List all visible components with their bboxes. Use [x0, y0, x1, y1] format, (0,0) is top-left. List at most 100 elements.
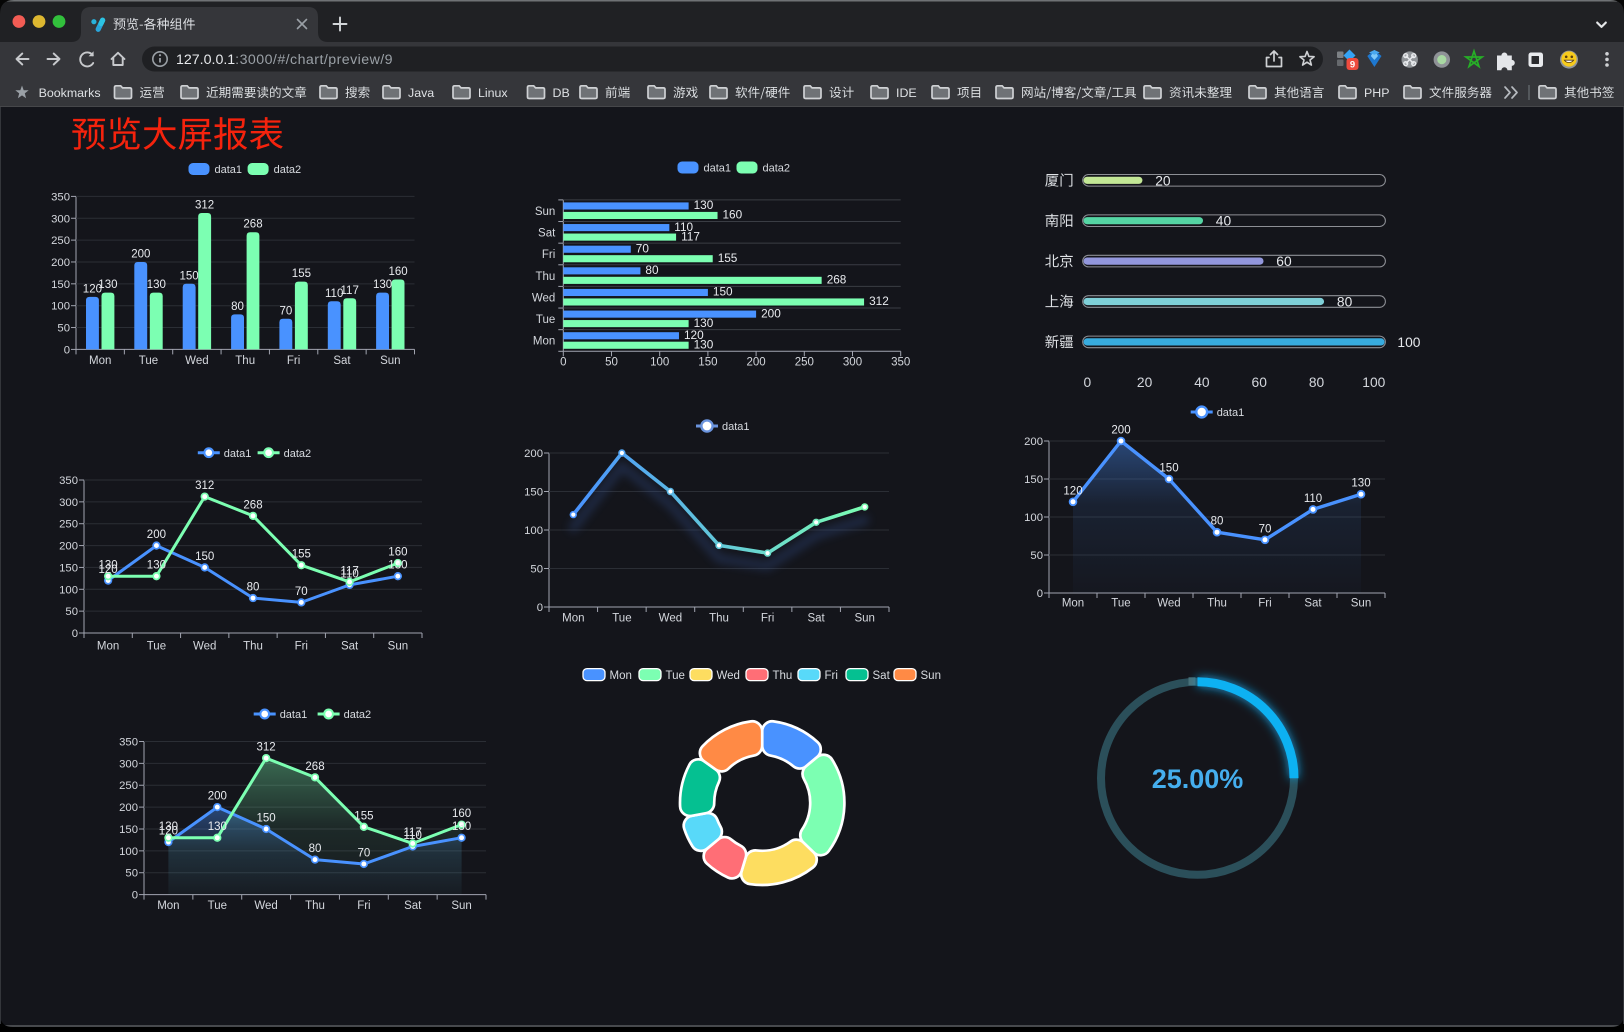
svg-text:Fri: Fri	[761, 613, 774, 625]
svg-text:25.00%: 25.00%	[1152, 764, 1244, 794]
svg-text:0: 0	[72, 628, 78, 640]
svg-text:20: 20	[1137, 375, 1153, 390]
svg-text:150: 150	[1159, 463, 1178, 475]
svg-text:Wed: Wed	[193, 641, 216, 653]
svg-text:100: 100	[1362, 375, 1385, 390]
svg-text:350: 350	[59, 475, 78, 487]
svg-text:130: 130	[694, 316, 714, 330]
svg-text:80: 80	[231, 301, 244, 313]
svg-text:130: 130	[388, 560, 407, 572]
svg-text:120: 120	[159, 826, 178, 838]
svg-text:Mon: Mon	[533, 336, 555, 348]
svg-text:300: 300	[843, 357, 862, 369]
svg-text:Mon: Mon	[157, 900, 179, 912]
svg-text:100: 100	[59, 584, 78, 596]
svg-text:Sun: Sun	[451, 900, 471, 912]
svg-text:Tue: Tue	[147, 641, 166, 653]
svg-text:50: 50	[65, 606, 78, 618]
svg-text:70: 70	[358, 848, 371, 860]
svg-text:Fri: Fri	[295, 641, 308, 653]
svg-text:150: 150	[51, 279, 70, 291]
svg-text:40: 40	[1194, 375, 1210, 390]
svg-text:130: 130	[147, 560, 166, 572]
svg-text:70: 70	[295, 586, 308, 598]
svg-text:Sat: Sat	[807, 613, 825, 625]
svg-text:117: 117	[681, 229, 700, 243]
svg-text:100: 100	[119, 846, 138, 858]
svg-text:Wed: Wed	[717, 670, 740, 682]
svg-text:200: 200	[524, 448, 543, 460]
svg-text:110: 110	[1304, 493, 1322, 505]
svg-text:200: 200	[761, 306, 781, 320]
svg-text:Sat: Sat	[538, 228, 556, 240]
svg-text:0: 0	[560, 357, 566, 369]
svg-text:50: 50	[57, 323, 70, 335]
svg-text:Sun: Sun	[388, 641, 408, 653]
svg-text:200: 200	[1111, 425, 1130, 437]
svg-text:200: 200	[119, 802, 138, 814]
svg-text:150: 150	[119, 824, 138, 836]
svg-text:60: 60	[1252, 375, 1268, 390]
svg-text:130: 130	[373, 279, 392, 291]
svg-text:100: 100	[650, 357, 669, 369]
svg-text:Thu: Thu	[305, 900, 325, 912]
svg-text:Fri: Fri	[1258, 598, 1271, 610]
svg-text:155: 155	[354, 810, 373, 822]
svg-text:50: 50	[125, 868, 138, 880]
svg-text:Tue: Tue	[139, 355, 158, 367]
svg-text:Sun: Sun	[535, 206, 555, 218]
svg-text:130: 130	[1351, 478, 1370, 490]
svg-text:120: 120	[83, 283, 102, 295]
svg-text:Tue: Tue	[666, 670, 685, 682]
svg-text:80: 80	[247, 582, 260, 594]
svg-text:200: 200	[147, 529, 166, 541]
svg-text:80: 80	[309, 843, 322, 855]
svg-text:150: 150	[1024, 474, 1043, 486]
svg-text:300: 300	[51, 213, 70, 225]
svg-text:250: 250	[119, 780, 138, 792]
svg-text:130: 130	[452, 821, 471, 833]
svg-text:130: 130	[147, 279, 166, 291]
svg-text:Thu: Thu	[235, 355, 255, 367]
svg-text:Tue: Tue	[536, 314, 555, 326]
svg-text:Bookmarks: Bookmarks	[39, 86, 101, 100]
svg-text:117: 117	[341, 285, 359, 297]
svg-text:Mon: Mon	[1062, 598, 1084, 610]
svg-text:312: 312	[869, 294, 889, 308]
svg-text:117: 117	[404, 827, 422, 839]
svg-text:130: 130	[98, 279, 117, 291]
svg-text:Sat: Sat	[341, 641, 359, 653]
svg-text:80: 80	[1309, 375, 1325, 390]
svg-text:250: 250	[51, 235, 70, 247]
svg-text:Thu: Thu	[773, 670, 793, 682]
svg-text:250: 250	[59, 519, 78, 531]
svg-text:Linux: Linux	[478, 86, 508, 100]
svg-text:Sun: Sun	[380, 355, 400, 367]
svg-text:80: 80	[645, 263, 659, 277]
svg-text:Wed: Wed	[185, 355, 208, 367]
svg-text:150: 150	[257, 813, 276, 825]
svg-text:Tue: Tue	[612, 613, 631, 625]
svg-text:110: 110	[325, 288, 343, 300]
svg-text:Thu: Thu	[535, 271, 555, 283]
svg-text:Sun: Sun	[1351, 598, 1371, 610]
svg-text:130: 130	[208, 821, 227, 833]
svg-text:Fri: Fri	[825, 670, 838, 682]
svg-text:268: 268	[305, 761, 324, 773]
svg-text:268: 268	[243, 499, 262, 511]
svg-text:50: 50	[530, 564, 543, 576]
svg-text:200: 200	[51, 257, 70, 269]
svg-text:Sat: Sat	[873, 670, 891, 682]
svg-text:Sat: Sat	[1304, 598, 1322, 610]
svg-text:PHP: PHP	[1364, 86, 1389, 100]
svg-text:70: 70	[280, 305, 293, 317]
svg-text:110: 110	[674, 220, 693, 234]
svg-text:80: 80	[1337, 295, 1353, 310]
svg-text:120: 120	[684, 328, 704, 342]
svg-text:Fri: Fri	[542, 249, 555, 261]
svg-text:160: 160	[723, 208, 743, 222]
svg-text:350: 350	[891, 357, 910, 369]
svg-text:data1: data1	[215, 164, 243, 176]
svg-text:312: 312	[195, 480, 214, 492]
svg-text:300: 300	[119, 758, 138, 770]
